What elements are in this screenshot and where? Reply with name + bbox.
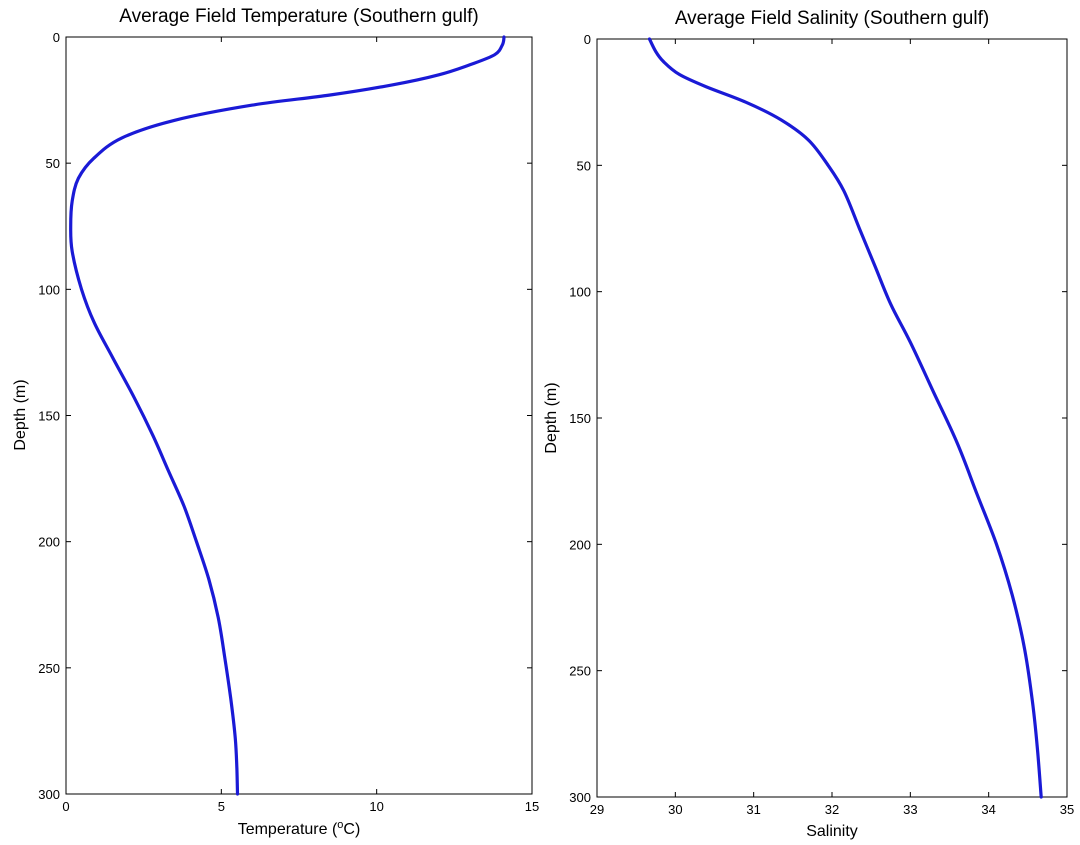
salinity-x-tick-label: 31 — [746, 802, 760, 817]
temperature-y-tick-label: 300 — [38, 787, 60, 802]
temperature-chart-title: Average Field Temperature (Southern gulf… — [119, 6, 478, 27]
salinity-y-tick-label: 150 — [569, 411, 591, 426]
salinity-x-tick-label: 35 — [1060, 802, 1074, 817]
temperature-x-tick-label: 15 — [525, 799, 539, 814]
temperature-profile-line — [69, 35, 506, 796]
temperature-y-tick-label: 250 — [38, 661, 60, 676]
temperature-y-ticks: 0 50 100 150 200 250 300 — [38, 30, 532, 802]
salinity-plot-frame — [596, 38, 1068, 798]
temperature-x-tick-label: 5 — [218, 799, 225, 814]
salinity-chart: Average Field Salinity (Southern gulf) 2… — [543, 8, 1074, 840]
temperature-chart: Average Field Temperature (Southern gulf… — [12, 6, 539, 838]
salinity-y-tick-label: 0 — [584, 32, 591, 47]
temperature-x-tick-label: 10 — [369, 799, 383, 814]
temperature-y-tick-label: 50 — [46, 156, 60, 171]
temperature-y-tick-label: 100 — [38, 282, 60, 297]
salinity-x-tick-label: 34 — [981, 802, 995, 817]
temperature-y-tick-label: 0 — [53, 30, 60, 45]
salinity-x-axis-label: Salinity — [806, 823, 858, 840]
salinity-profile-line — [647, 37, 1043, 799]
temperature-x-axis-label: Temperature (oC) — [238, 819, 361, 838]
salinity-x-tick-label: 30 — [668, 802, 682, 817]
salinity-x-tick-label: 29 — [590, 802, 604, 817]
temperature-x-ticks: 0 5 10 15 — [62, 37, 539, 814]
temperature-y-tick-label: 200 — [38, 535, 60, 550]
salinity-y-tick-label: 100 — [569, 285, 591, 300]
salinity-x-ticks: 29 30 31 32 33 34 35 — [590, 39, 1074, 817]
salinity-y-tick-label: 50 — [577, 158, 591, 173]
salinity-y-ticks: 0 50 100 150 200 250 300 — [569, 32, 1067, 805]
salinity-y-tick-label: 300 — [569, 790, 591, 805]
temperature-plot-frame — [65, 36, 533, 795]
temperature-x-tick-label: 0 — [62, 799, 69, 814]
salinity-chart-title: Average Field Salinity (Southern gulf) — [675, 8, 989, 29]
temperature-y-axis-label: Depth (m) — [12, 379, 29, 450]
salinity-y-tick-label: 200 — [569, 537, 591, 552]
salinity-x-tick-label: 32 — [825, 802, 839, 817]
salinity-x-tick-label: 33 — [903, 802, 917, 817]
salinity-y-axis-label: Depth (m) — [543, 382, 560, 453]
salinity-y-tick-label: 250 — [569, 664, 591, 679]
temperature-y-tick-label: 150 — [38, 409, 60, 424]
